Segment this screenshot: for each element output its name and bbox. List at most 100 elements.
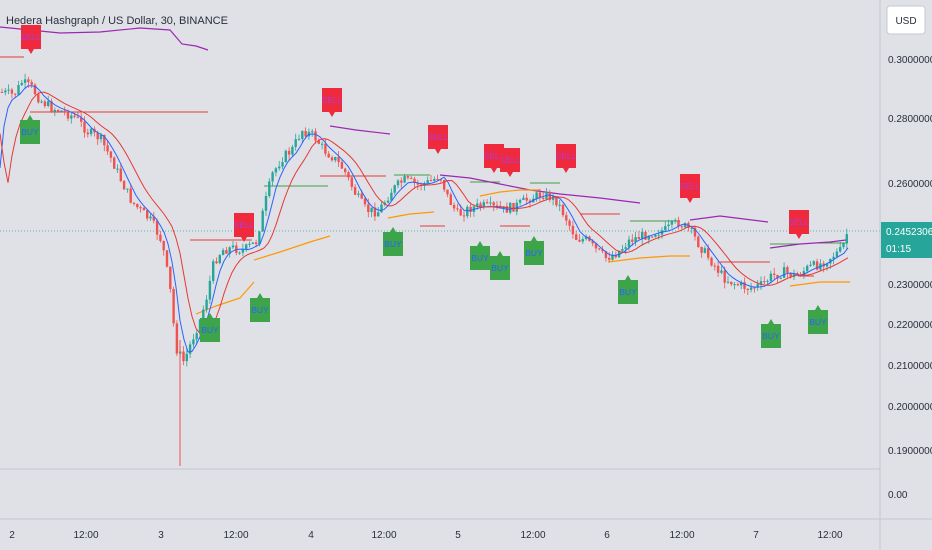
signal-label: BUY [251,305,269,315]
time-axis[interactable]: 2 12:00 3 12:00 4 12:00 5 12:00 6 12:00 … [9,530,843,541]
y-tick-label: 0.22000000 [888,320,932,331]
candle-body [248,243,251,245]
candle-body [723,270,726,283]
sell-signal-box [234,213,254,242]
candle-body [96,132,99,140]
buy-signal-box [200,313,220,342]
bar-countdown: 01:15 [886,244,911,255]
candle-body [228,247,231,254]
candle-body [792,273,796,277]
candle-body [225,250,228,254]
sell-signal: SELL [234,213,255,242]
candle-body [476,203,479,207]
candle-body [274,168,278,173]
candle-body [786,267,789,273]
sell-signal-box [322,88,342,117]
candle-body [479,203,482,208]
candle-body [122,180,126,190]
candle-body [169,266,172,290]
buy-signal: BUY [808,305,828,334]
sell-signal: SELL [556,144,577,173]
candle-body [205,299,208,310]
upper-band-line [329,125,391,135]
candle-body [119,168,122,181]
candle-body [202,309,205,320]
candle-body [212,261,215,281]
candle-body [208,280,212,300]
candle-body [337,156,340,162]
candle-body [192,339,195,345]
candle-body [766,280,769,282]
candle-body [571,225,575,235]
candle-body [776,274,779,279]
lower-band-line [195,281,255,315]
candle-body [132,202,136,204]
candle-body [650,236,654,238]
candle-body [631,239,634,242]
candle-body [245,244,248,249]
candle-body [769,273,773,281]
candle-body [162,240,165,251]
signal-label: BUY [762,331,780,341]
candle-body [710,257,713,266]
candle-body [806,265,809,272]
sell-signal-box [21,25,41,54]
candle-body [740,282,743,286]
candle-body [215,261,218,264]
candle-body [782,267,786,278]
candle-body [7,89,10,91]
candle-body [525,197,528,201]
candle-body [726,281,730,283]
candle-body [756,284,759,288]
candle-body [773,273,776,275]
candle-body [175,323,179,354]
candle-body [700,247,703,253]
candle-body [231,245,235,248]
candle-body [50,101,53,112]
buy-signal: BUY [761,319,781,348]
price-axis[interactable]: 0.30000000 0.28000000 0.26000000 0.23000… [888,55,932,501]
candle-body [396,180,400,186]
x-tick-label: 3 [158,530,164,541]
signal-label: BUY [619,287,637,297]
candle-body [264,196,268,211]
candle-body [433,178,436,181]
candle-body [80,117,83,122]
y-tick-label: 0.26000000 [888,179,932,190]
candle-body [439,179,443,181]
sell-signal: SELL [680,174,701,203]
candle-body [344,168,347,173]
currency-button[interactable]: USD [886,5,926,35]
candle-body [535,192,538,199]
candle-body [452,205,456,209]
candle-body [377,212,380,217]
candle-body [320,143,324,145]
candle-body [713,265,716,267]
candle-body [17,85,20,95]
x-tick-label: 12:00 [371,530,396,541]
candle-body [353,186,357,195]
candle-body [667,224,670,227]
candle-body [89,128,93,135]
sell-signal-box [500,148,520,177]
buy-signal: BUY [383,227,403,256]
candle-body [558,204,561,206]
buy-signal: BUY [200,313,220,342]
candle-body [20,82,23,86]
sell-signal: SELL [789,210,810,239]
buy-signal-box [808,305,828,334]
candle-body [644,231,647,240]
buy-signal-box [618,275,638,304]
candle-body [258,231,261,244]
candle-body [568,220,571,226]
sell-signal: SELL [21,25,42,54]
signal-label: SELL [322,95,343,105]
candle-body [670,221,674,225]
signal-label: BUY [201,325,219,335]
candle-body [367,204,370,213]
candle-body [815,261,819,270]
candle-body [716,265,720,273]
lower-band-line [253,235,331,261]
candle-body [324,143,327,154]
